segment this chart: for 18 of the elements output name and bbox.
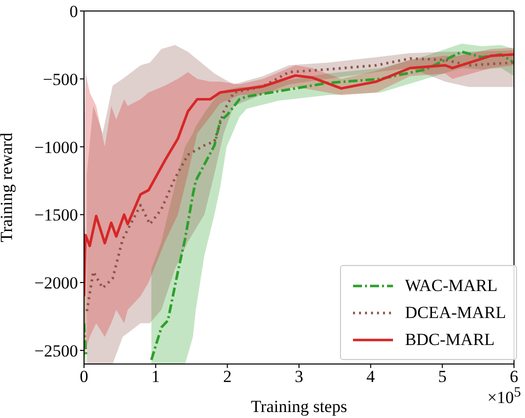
y-tick-label: 0 xyxy=(70,2,78,22)
x-tick-label: 3 xyxy=(294,367,304,386)
x-tick-label: 6 xyxy=(510,367,518,386)
legend-label: WAC-MARL xyxy=(404,276,498,296)
x-tick-label: 1 xyxy=(151,367,160,386)
x-tick-label: 4 xyxy=(366,367,376,386)
y-tick-label: −1000 xyxy=(34,138,78,157)
x-tick-label: 5 xyxy=(438,367,447,386)
y-tick-label: −1500 xyxy=(34,206,78,225)
text: ×10$^{5}$ xyxy=(487,384,521,407)
y-tick-label: −500 xyxy=(42,70,78,89)
y-tick-label: −2000 xyxy=(34,274,78,293)
legend-label: DCEA-MARL xyxy=(404,302,506,322)
x-tick-label: 2 xyxy=(223,367,232,386)
legend-label: BDC-MARL xyxy=(404,330,495,350)
y-tick-label: −2500 xyxy=(34,341,78,360)
x-axis-title: Training steps xyxy=(250,397,348,416)
y-axis-title: Training reward xyxy=(0,132,16,242)
